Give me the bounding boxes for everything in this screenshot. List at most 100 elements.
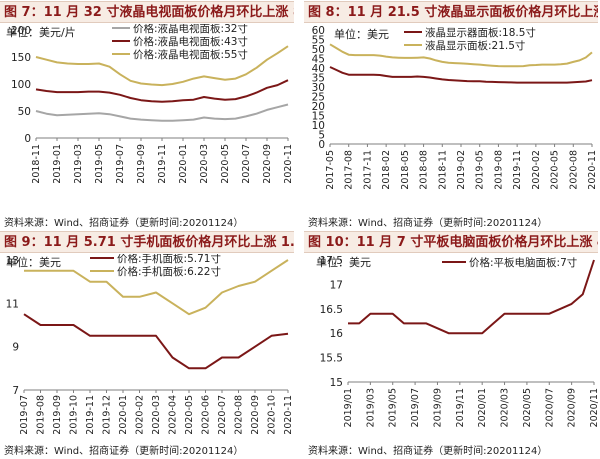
x-tick-label: 2019-05 bbox=[94, 144, 105, 184]
chart-panel-1: 图 7：11 月 32 寸液晶电视面板价格月环比上涨 8.93% 0 50 100 1… bbox=[0, 0, 296, 230]
x-tick-label: 2020-02 bbox=[531, 150, 542, 190]
x-tick-label: 2020-05 bbox=[550, 150, 561, 190]
x-tick-label: 2019-12 bbox=[102, 395, 113, 435]
x-tick-label: 2020-11 bbox=[283, 144, 294, 184]
legend-label: 价格:平板电脑面板:7寸 bbox=[469, 256, 577, 269]
x-tick-label: 2019-02 bbox=[456, 150, 467, 190]
x-tick-label: 2019-03 bbox=[73, 144, 84, 184]
x-tick-label: 2019-11 bbox=[85, 395, 96, 435]
x-tick-label: 2020-11 bbox=[587, 150, 598, 190]
x-tick-label: 2019-09 bbox=[52, 395, 63, 435]
y-tick-label: 50 bbox=[312, 44, 325, 56]
series-line bbox=[24, 259, 289, 316]
x-tick-label: 2020-03 bbox=[151, 395, 162, 435]
legend-label: 价格:手机面板:5.71寸 bbox=[117, 254, 221, 265]
y-tick-label: 15 bbox=[330, 377, 343, 389]
chart-panel-3: 图 9：11 月 5.71 寸手机面板价格月环比上涨 1.05% 7 9 11 13 2… bbox=[0, 230, 296, 459]
y-tick-label: 7 bbox=[12, 385, 19, 397]
y-tick-label: 17.5 bbox=[320, 255, 343, 267]
x-tick-label: 2020-01 bbox=[118, 395, 129, 435]
y-tick-label: 45 bbox=[312, 54, 325, 66]
x-tick-label: 2019-01 bbox=[52, 144, 63, 184]
x-tick-label: 2019-07 bbox=[19, 395, 30, 435]
y-tick-label: 15 bbox=[312, 111, 325, 123]
series-line bbox=[35, 45, 289, 87]
y-tick-label: 50 bbox=[18, 106, 31, 118]
x-tick-label: 2018-02 bbox=[381, 150, 392, 190]
x-tick-label: 2019-10 bbox=[69, 395, 80, 435]
x-tick-label: 2018-11 bbox=[31, 144, 42, 184]
x-tick-label: 2020-08 bbox=[234, 395, 245, 435]
y-tick-label: 16 bbox=[330, 328, 344, 340]
x-tick-label: 2020-10 bbox=[267, 395, 278, 435]
chart-source: 资料来源：Wind、招商证券（更新时间:20201124） bbox=[4, 218, 244, 229]
x-tick-label: 2020-09 bbox=[250, 395, 261, 435]
chart-3-svg: 7 9 11 13 2019-07 2019-08 2019-09 2019-10 2019-1… bbox=[6, 254, 294, 435]
y-tick-label: 25 bbox=[312, 92, 325, 104]
x-tick-label: 2019-09 bbox=[136, 144, 147, 184]
y-tick-label: 0 bbox=[318, 139, 325, 151]
x-tick-label: 2019/11 bbox=[455, 388, 466, 427]
x-tick-label: 2020-05 bbox=[184, 395, 195, 435]
chart-title: 图 7：11 月 32 寸液晶电视面板价格月环比上涨 8.93% bbox=[0, 1, 294, 23]
chart-panel-4: 图 10：11 月 7 寸平板电脑面板价格月环比上涨 4.17% 1515.51… bbox=[304, 230, 600, 459]
x-tick-label: 2020-03 bbox=[199, 144, 210, 184]
y-tick-label: 10 bbox=[312, 120, 325, 132]
legend-label: 价格:液晶电视面板:43寸 bbox=[133, 35, 248, 48]
x-tick-label: 2019/07 bbox=[410, 388, 421, 427]
chart-title: 图 9：11 月 5.71 寸手机面板价格月环比上涨 1.05% bbox=[0, 231, 294, 253]
x-tick-label: 2019/05 bbox=[388, 388, 399, 427]
y-tick-label: 100 bbox=[11, 79, 31, 91]
unit-label: 单位：美元 bbox=[6, 255, 61, 269]
x-tick-label: 2019-11 bbox=[157, 144, 168, 184]
legend-label: 液晶显示面板:21.5寸 bbox=[425, 39, 525, 52]
chart-4-svg: 15 15.5 16 16.5 17 17.5 2019/01 2019/03 2019/05 2… bbox=[316, 255, 600, 427]
x-tick-label: 2019-08 bbox=[36, 395, 47, 435]
unit-label: 单位：美元 bbox=[316, 255, 371, 269]
legend-label: 价格:液晶电视面板:32寸 bbox=[133, 24, 248, 35]
chart-title: 图 8：11 月 21.5 寸液晶显示面板价格月环比上涨 5.47% bbox=[304, 1, 598, 23]
x-tick-label: 2020/07 bbox=[544, 388, 555, 427]
x-tick-label: 2020-07 bbox=[217, 395, 228, 435]
y-tick-label: 20 bbox=[312, 101, 325, 113]
x-tick-label: 2018-08 bbox=[419, 150, 430, 190]
y-tick-label: 200 bbox=[11, 25, 31, 37]
x-tick-label: 2020-04 bbox=[168, 395, 179, 435]
x-tick-label: 2019/09 bbox=[432, 388, 443, 427]
x-tick-label: 2019-05 bbox=[475, 150, 486, 190]
chart-panel-2: 图 8：11 月 21.5 寸液晶显示面板价格月环比上涨 5.47% 05101… bbox=[304, 0, 600, 230]
x-tick-label: 2020/05 bbox=[522, 388, 533, 427]
unit-label: 单位：美元/片 bbox=[6, 25, 76, 39]
x-tick-label: 2020/09 bbox=[567, 388, 578, 427]
y-tick-label: 16.5 bbox=[320, 304, 343, 316]
chart-source: 资料来源：Wind、招商证券（更新时间:20201124） bbox=[308, 446, 548, 457]
x-tick-label: 2020-01 bbox=[178, 144, 189, 184]
series-line bbox=[23, 313, 289, 370]
x-tick-label: 2020/11 bbox=[589, 388, 600, 427]
x-tick-label: 2020-05 bbox=[220, 144, 231, 184]
x-tick-label: 2020-02 bbox=[135, 395, 146, 435]
x-tick-label: 2020-11 bbox=[283, 395, 294, 435]
x-tick-label: 2020/03 bbox=[500, 388, 511, 427]
chart-source: 资料来源：Wind、招商证券（更新时间:20201124） bbox=[4, 446, 244, 457]
series-line bbox=[35, 103, 289, 122]
y-tick-label: 15.5 bbox=[320, 353, 343, 365]
x-tick-label: 2020-06 bbox=[201, 395, 212, 435]
y-tick-label: 55 bbox=[312, 35, 325, 47]
x-tick-label: 2018-05 bbox=[400, 150, 411, 190]
y-tick-label: 17 bbox=[330, 279, 343, 291]
x-tick-label: 2019/01 bbox=[343, 388, 354, 427]
x-tick-label: 2019/03 bbox=[365, 388, 376, 427]
unit-label: 单位：美元 bbox=[334, 27, 389, 41]
x-tick-label: 2017-08 bbox=[344, 150, 355, 190]
x-tick-label: 2020/01 bbox=[477, 388, 488, 427]
y-tick-label: 9 bbox=[12, 342, 19, 354]
series-line bbox=[348, 259, 595, 335]
y-tick-label: 13 bbox=[6, 255, 19, 267]
x-tick-label: 2019-11 bbox=[512, 150, 523, 190]
y-tick-label: 60 bbox=[312, 25, 325, 37]
chart-title: 图 10：11 月 7 寸平板电脑面板价格月环比上涨 4.17% bbox=[304, 231, 598, 253]
series-line bbox=[329, 43, 593, 68]
x-tick-label: 2017-11 bbox=[362, 150, 373, 190]
